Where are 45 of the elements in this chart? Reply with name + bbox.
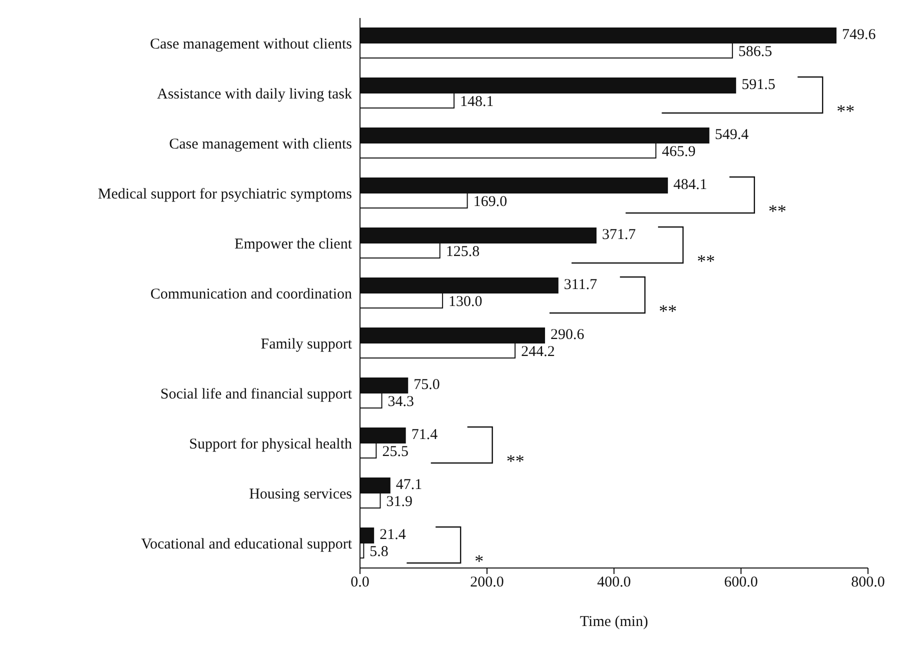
x-tick-label: 400.0 — [597, 574, 631, 591]
data-label: 371.7 — [602, 226, 636, 243]
data-label: 75.0 — [414, 376, 440, 393]
data-label: 169.0 — [473, 194, 508, 210]
x-tick-label: 600.0 — [724, 574, 758, 591]
x-axis-title: Time (min) — [580, 614, 648, 630]
x-tick-label: 800.0 — [851, 574, 885, 591]
data-label: 130.0 — [448, 294, 482, 310]
y-tick-label: Family support — [260, 336, 353, 352]
annotation: * — [474, 551, 484, 571]
data-label: 34.3 — [388, 394, 414, 410]
y-tick-label: Vocational and educational support — [141, 536, 353, 552]
data-label: 549.4 — [714, 126, 750, 143]
annotation: ** — [506, 451, 524, 471]
y-tick-label: Social life and financial support — [160, 386, 353, 402]
y-tick-label: Empower the client — [234, 236, 353, 252]
data-label: 591.5 — [742, 76, 776, 93]
data-label: 71.4 — [411, 426, 438, 443]
y-tick-label: Assistance with daily living task — [157, 86, 352, 102]
y-tick-label: Communication and coordination — [150, 286, 352, 302]
data-label: 148.1 — [460, 94, 494, 110]
x-tick-label: 200.0 — [470, 574, 504, 591]
data-label: 465.9 — [662, 144, 696, 160]
y-tick-label: Housing services — [249, 486, 352, 502]
y-tick-label: Case management with clients — [169, 136, 352, 152]
data-label: 244.2 — [521, 344, 555, 360]
y-tick-label: Medical support for psychiatric symptoms — [98, 186, 352, 202]
data-label: 311.7 — [564, 276, 598, 293]
y-tick-label: Support for physical health — [189, 436, 352, 452]
data-label: 749.6 — [842, 26, 876, 43]
annotation: ** — [836, 101, 855, 121]
data-label: 31.9 — [386, 494, 413, 510]
x-tick-label: 0.0 — [350, 574, 370, 591]
data-label: 21.4 — [380, 526, 406, 543]
data-label: 47.1 — [396, 476, 422, 493]
data-label: 125.8 — [446, 244, 480, 260]
data-label: 25.5 — [382, 444, 408, 460]
data-label: 5.8 — [370, 544, 388, 560]
data-label: 586.5 — [738, 44, 772, 60]
annotation: ** — [697, 251, 716, 271]
data-label: 290.6 — [550, 326, 585, 343]
y-tick-label: Case management without clients — [150, 36, 352, 52]
annotation: ** — [768, 201, 786, 221]
annotation: ** — [658, 301, 677, 321]
data-label: 484.1 — [673, 176, 708, 193]
